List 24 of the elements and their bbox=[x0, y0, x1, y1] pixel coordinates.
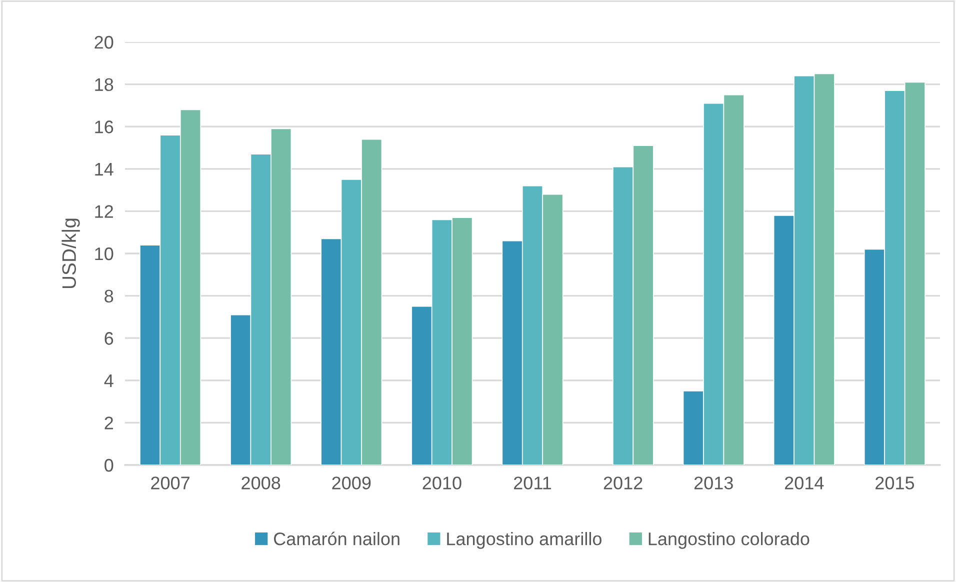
x-tick-label: 2007 bbox=[151, 476, 190, 490]
legend-label: Langostino amarillo bbox=[447, 532, 602, 549]
x-tick-label: 2008 bbox=[242, 476, 280, 490]
x-tick-label: 2012 bbox=[604, 476, 642, 490]
y-tick-label: 12 bbox=[95, 205, 113, 218]
y-tick-label: 16 bbox=[95, 120, 114, 134]
x-tick-label: 2009 bbox=[332, 476, 371, 490]
x-tick-label: 2011 bbox=[514, 476, 552, 490]
legend-label: Langostino colorado bbox=[648, 532, 810, 549]
y-tick-label: 14 bbox=[95, 163, 114, 176]
y-tick-label: 0 bbox=[104, 458, 114, 472]
x-tick-label: 2015 bbox=[876, 476, 914, 490]
y-tick-label: 10 bbox=[95, 247, 114, 260]
y-tick-label: 18 bbox=[95, 78, 114, 92]
x-tick-label: 2014 bbox=[784, 476, 824, 490]
y-axis-title: USD/k|g bbox=[62, 218, 80, 288]
y-tick-label: 6 bbox=[104, 332, 114, 345]
y-tick-label: 4 bbox=[104, 374, 114, 387]
legend-label: Camarón nailon bbox=[274, 532, 400, 546]
y-tick-label: 8 bbox=[104, 290, 114, 303]
x-tick-label: 2013 bbox=[694, 476, 733, 490]
y-tick-label: 2 bbox=[104, 416, 113, 430]
y-tick-label: 20 bbox=[94, 36, 114, 49]
x-tick-label: 2010 bbox=[422, 476, 462, 490]
